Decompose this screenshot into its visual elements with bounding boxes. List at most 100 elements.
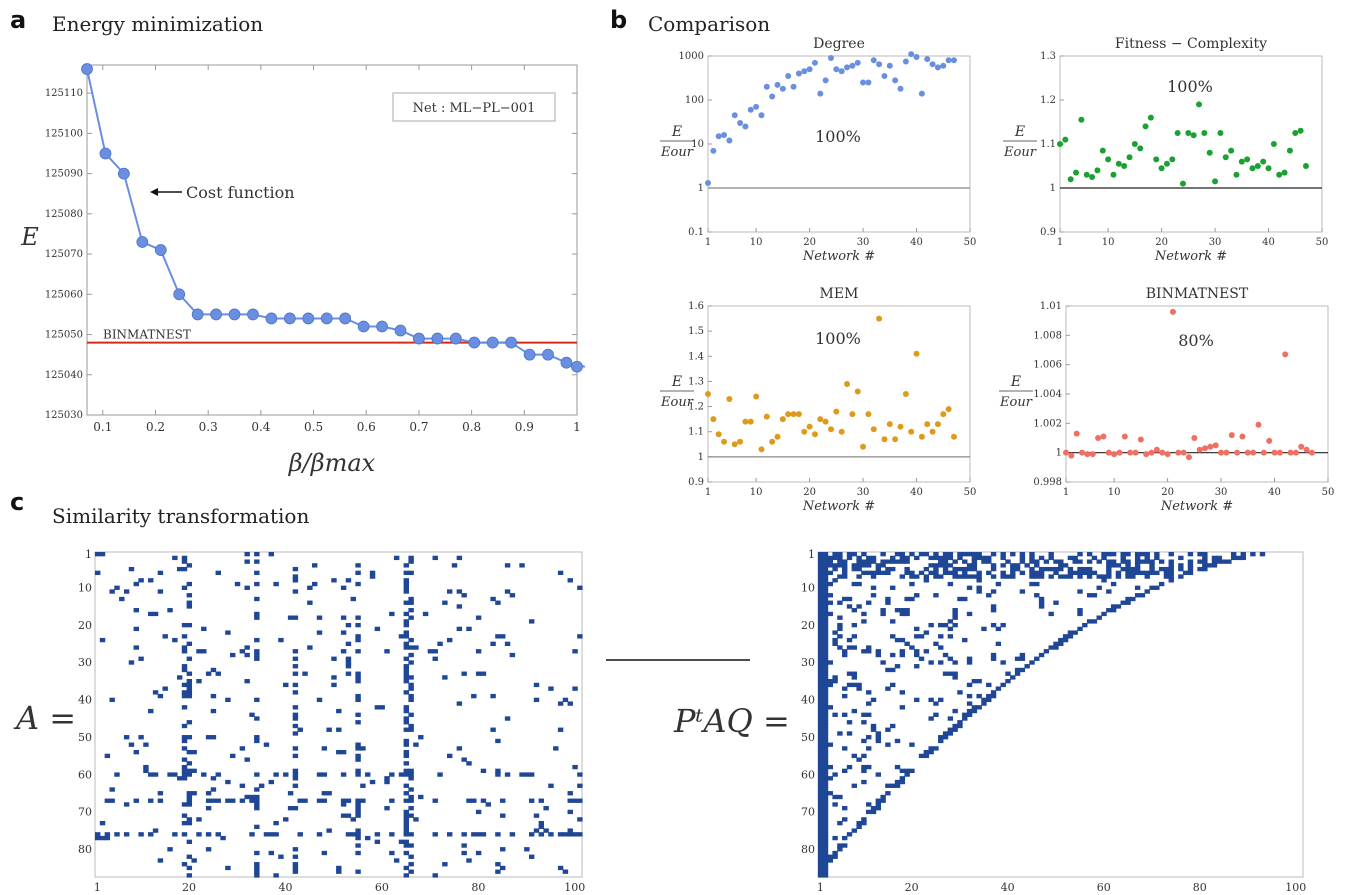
matrix-cell xyxy=(1163,566,1170,572)
cost-function-point xyxy=(136,236,149,248)
y-tick-label: 20 xyxy=(78,619,92,632)
matrix-cell xyxy=(355,742,361,747)
matrix-cell xyxy=(119,596,125,602)
matrix-cell xyxy=(355,675,361,680)
matrix-cell xyxy=(379,705,385,710)
matrix-cell xyxy=(952,566,958,572)
matrix-cell xyxy=(548,783,554,788)
matrix-cell xyxy=(827,764,834,770)
x-tick-label: 10 xyxy=(1108,487,1121,498)
matrix-cell xyxy=(1038,555,1045,561)
matrix-cell xyxy=(456,555,463,561)
matrix-cell xyxy=(403,619,410,624)
matrix-cell xyxy=(870,585,877,590)
matrix-cell xyxy=(986,693,992,699)
data-point xyxy=(1190,132,1197,139)
y-tick-label: 125050 xyxy=(45,330,83,341)
data-point xyxy=(811,431,818,438)
matrix-cell xyxy=(933,570,939,576)
matrix-cell xyxy=(495,832,501,837)
matrix-cell xyxy=(818,738,824,744)
matrix-cell xyxy=(1163,574,1170,579)
matrix-cell xyxy=(1038,596,1045,602)
matrix-cell xyxy=(986,559,992,564)
matrix-cell xyxy=(851,682,858,688)
matrix-cell xyxy=(822,791,829,796)
matrix-cell xyxy=(1106,570,1112,576)
matrix-cell xyxy=(822,596,829,602)
matrix-cell xyxy=(1048,574,1054,579)
matrix-cell xyxy=(533,828,540,833)
chart-title: MEM xyxy=(820,286,859,302)
matrix-cell xyxy=(990,604,997,609)
y-tick-label: 20 xyxy=(801,619,815,632)
matrix-cell xyxy=(408,813,414,818)
matrix-cell xyxy=(215,798,221,803)
matrix-cell xyxy=(880,798,886,803)
matrix-cell xyxy=(403,585,410,590)
matrix-cell xyxy=(856,824,862,830)
matrix-cell xyxy=(311,563,318,568)
matrix-cell xyxy=(104,798,111,803)
matrix-cell xyxy=(822,835,829,841)
matrix-cell xyxy=(976,578,982,583)
data-point xyxy=(1202,445,1209,452)
matrix-cell xyxy=(1000,574,1006,579)
matrix-cell xyxy=(933,701,939,706)
matrix-cell xyxy=(909,570,915,576)
matrix-cell xyxy=(822,690,829,695)
matrix-cell xyxy=(890,555,896,561)
matrix-cell xyxy=(292,705,299,710)
matrix-cell xyxy=(1048,645,1054,650)
x-tick-label: 40 xyxy=(910,237,923,248)
matrix-cell xyxy=(316,798,323,803)
cost-function-point xyxy=(431,332,444,345)
data-point xyxy=(710,416,717,423)
panel-title-c: Similarity transformation xyxy=(52,504,310,528)
matrix-cell xyxy=(533,697,540,703)
data-point xyxy=(721,438,728,445)
matrix-cell xyxy=(837,622,843,628)
matrix-cell xyxy=(133,645,139,650)
matrix-cell xyxy=(186,791,193,796)
matrix-cell xyxy=(321,772,328,777)
matrix-cell xyxy=(947,555,954,561)
matrix-cell xyxy=(957,720,963,725)
matrix-cell xyxy=(818,664,824,669)
data-point xyxy=(726,137,733,144)
matrix-cell xyxy=(818,787,824,792)
matrix-cell xyxy=(942,570,949,576)
matrix-cell xyxy=(355,622,361,628)
matrix-cell xyxy=(947,671,954,676)
matrix-cell xyxy=(818,865,824,871)
matrix-cell xyxy=(432,555,438,561)
data-point xyxy=(1147,114,1154,121)
matrix-cell xyxy=(572,764,578,770)
matrix-cell xyxy=(490,727,496,732)
matrix-cell xyxy=(842,559,848,564)
matrix-cell xyxy=(827,742,834,747)
data-point xyxy=(721,132,728,139)
matrix-cell xyxy=(1106,566,1112,572)
data-point xyxy=(865,79,872,86)
matrix-cell xyxy=(152,611,159,617)
matrix-cell xyxy=(885,596,891,602)
matrix-cell xyxy=(355,753,361,759)
matrix-cell xyxy=(1000,563,1006,568)
data-point xyxy=(758,112,765,119)
matrix-cell xyxy=(861,563,867,568)
matrix-cell xyxy=(398,634,405,639)
matrix-cell xyxy=(818,824,824,830)
matrix-cell xyxy=(966,574,973,579)
y-tick-label: 1.3 xyxy=(1040,51,1056,62)
matrix-cell xyxy=(181,738,188,744)
matrix-cell xyxy=(355,697,361,703)
matrix-cell xyxy=(408,806,414,811)
matrix-cell xyxy=(938,622,944,628)
matrix-cell xyxy=(403,850,410,856)
matrix-cell xyxy=(827,791,834,796)
matrix-cell xyxy=(971,552,978,557)
matrix-cell xyxy=(966,611,973,617)
data-point xyxy=(1196,446,1203,453)
